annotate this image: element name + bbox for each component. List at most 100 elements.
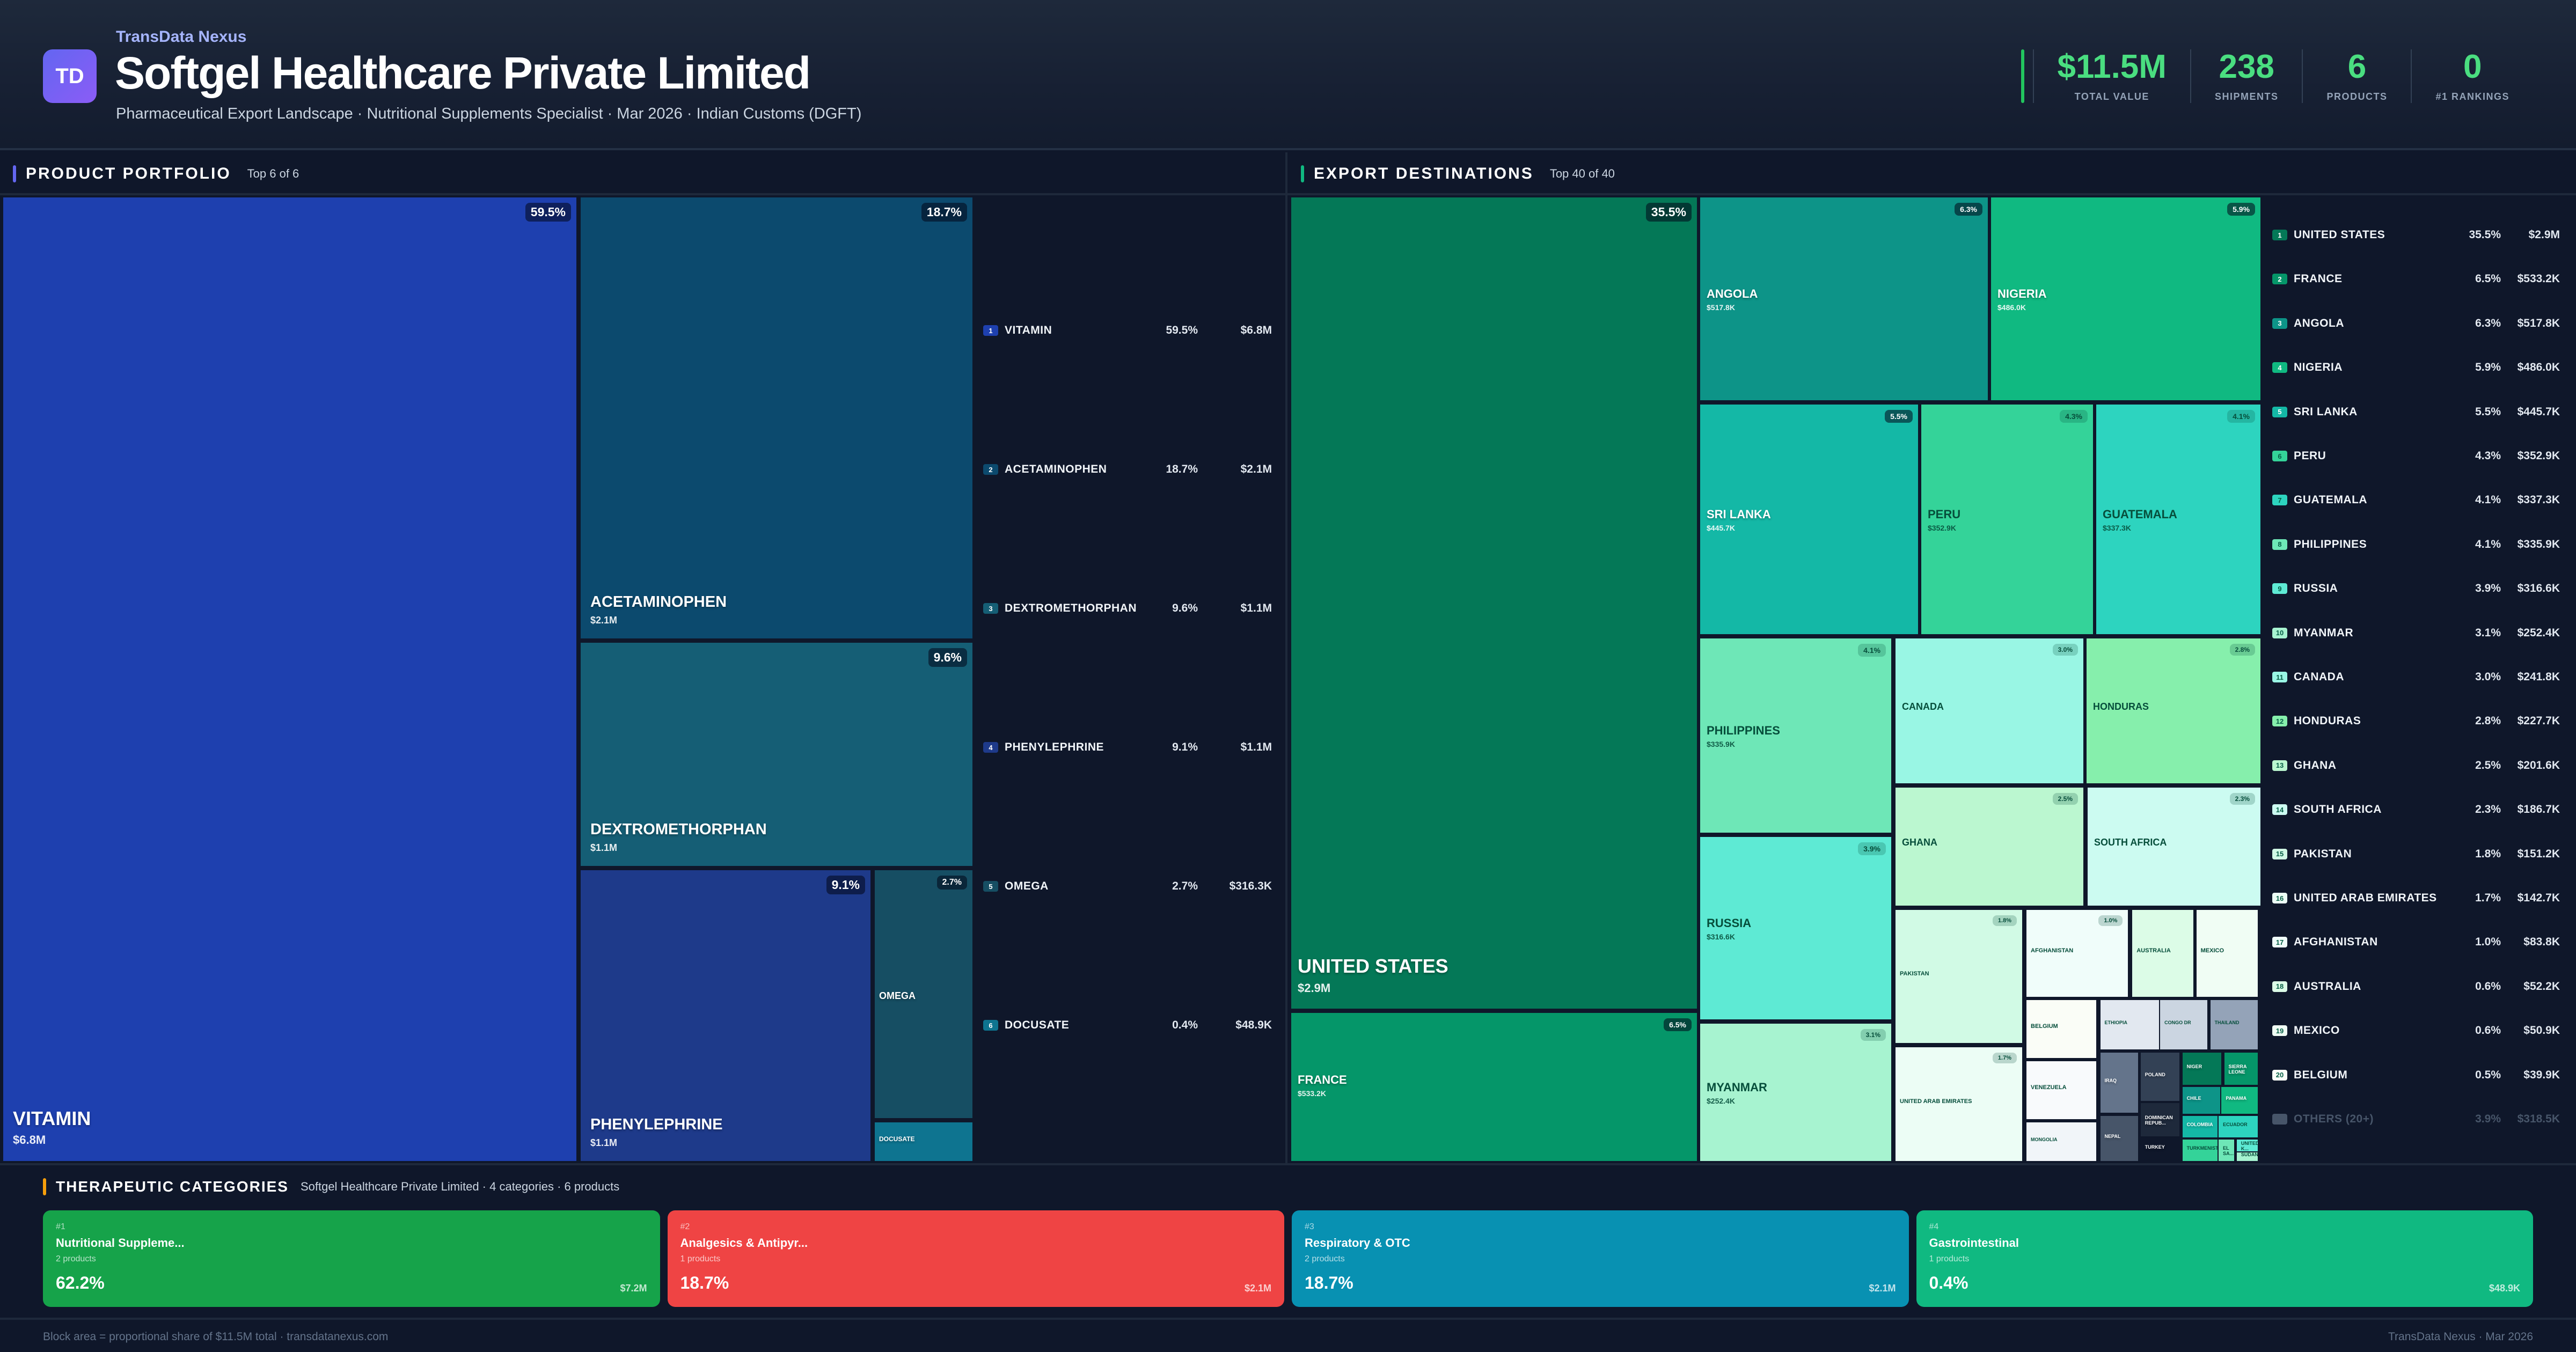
legend-row[interactable]: 3 DEXTROMETHORPHAN 9.6% $1.1M [983, 598, 1272, 619]
legend-row[interactable]: 4 NIGERIA 5.9% $486.0K [2272, 357, 2560, 378]
legend-row[interactable]: 16 UNITED ARAB EMIRATES 1.7% $142.7K [2272, 887, 2560, 909]
treemap-tile-dominican-repub[interactable]: DOMINICAN REPUB... [2140, 1103, 2180, 1136]
category-name: Gastrointestinal [1929, 1236, 2019, 1250]
legend-row[interactable]: 1 UNITED STATES 35.5% $2.9M [2272, 224, 2560, 246]
treemap-tile-niger[interactable]: NIGER [2182, 1053, 2222, 1085]
legend-row[interactable]: 19 MEXICO 0.6% $50.9K [2272, 1020, 2560, 1041]
legend-row[interactable]: 15 PAKISTAN 1.8% $151.2K [2272, 843, 2560, 865]
treemap-tile-nepal[interactable]: NEPAL [2100, 1116, 2138, 1161]
treemap-tile-myanmar[interactable]: MYANMAR $252.4K 3.1% [1700, 1024, 1891, 1161]
section-accent-bar [1301, 165, 1304, 182]
treemap-tile-australia[interactable]: AUSTRALIA [2132, 910, 2194, 997]
treemap-tile-ghana[interactable]: GHANA 2.5% [1896, 788, 2083, 906]
legend-row[interactable]: 7 GUATEMALA 4.1% $337.3K [2272, 489, 2560, 511]
legend-row[interactable]: 6 DOCUSATE 0.4% $48.9K [983, 1015, 1272, 1036]
treemap-tile-sudan[interactable]: SUDAN [2236, 1152, 2258, 1161]
legend-row[interactable]: 20 BELGIUM 0.5% $39.9K [2272, 1064, 2560, 1086]
legend-row[interactable]: 5 SRI LANKA 5.5% $445.7K [2272, 401, 2560, 423]
treemap-tile-docusate[interactable]: DOCUSATE [875, 1122, 972, 1161]
treemap-tile-south-africa[interactable]: SOUTH AFRICA 2.3% [2088, 788, 2260, 906]
treemap-tile-nigeria[interactable]: NIGERIA $486.0K 5.9% [1991, 197, 2260, 400]
treemap-tile-guatemala[interactable]: GUATEMALA $337.3K 4.1% [2096, 405, 2260, 634]
legend-row[interactable]: 2 FRANCE 6.5% $533.2K [2272, 268, 2560, 290]
legend-row[interactable]: 3 ANGOLA 6.3% $517.8K [2272, 313, 2560, 334]
treemap-tile-honduras[interactable]: HONDURAS 2.8% [2087, 638, 2260, 783]
treemap-tile-phenylephrine[interactable]: PHENYLEPHRINE $1.1M 9.1% [581, 870, 870, 1161]
legend-row[interactable]: 18 AUSTRALIA 0.6% $52.2K [2272, 976, 2560, 997]
treemap-tile-dextromethorphan[interactable]: DEXTROMETHORPHAN $1.1M 9.6% [581, 643, 972, 866]
treemap-tile-vitamin[interactable]: VITAMIN $6.8M 59.5% [3, 197, 576, 1161]
legend-row[interactable]: 1 VITAMIN 59.5% $6.8M [983, 320, 1272, 341]
tile-label: OMEGA [879, 990, 916, 1001]
treemap-tile-united-k[interactable]: UNITED K... [2236, 1140, 2258, 1151]
tile-label: HONDURAS [2093, 701, 2149, 712]
treemap-tile-chile[interactable]: CHILE [2182, 1087, 2220, 1114]
kpi-rankings: 0 #1 RANKINGS [2411, 49, 2533, 103]
treemap-tile-peru[interactable]: PERU $352.9K 4.3% [1921, 405, 2093, 634]
treemap-tile-sierra-leone[interactable]: SIERRA LEONE [2224, 1053, 2258, 1085]
rank-badge: 18 [2272, 981, 2287, 992]
legend-row[interactable]: 10 MYANMAR 3.1% $252.4K [2272, 622, 2560, 644]
legend-row[interactable]: 12 HONDURAS 2.8% $227.7K [2272, 710, 2560, 732]
category-card[interactable]: #1 Nutritional Suppleme... 2 products 62… [43, 1210, 660, 1307]
rank-badge: 15 [2272, 848, 2287, 859]
legend-value: $1.1M [1240, 602, 1272, 614]
treemap-tile-colombia[interactable]: COLOMBIA [2182, 1116, 2218, 1137]
section-title: EXPORT DESTINATIONS [1314, 165, 1534, 182]
legend-row[interactable]: 2 ACETAMINOPHEN 18.7% $2.1M [983, 459, 1272, 480]
legend-row[interactable]: 6 PERU 4.3% $352.9K [2272, 445, 2560, 467]
treemap-tile-poland[interactable]: POLAND [2140, 1053, 2180, 1101]
tile-share-badge: 1.0% [2098, 915, 2123, 926]
treemap-tile-turkey[interactable]: TURKEY [2140, 1137, 2180, 1161]
treemap-tile-canada[interactable]: CANADA 3.0% [1896, 638, 2083, 783]
legend-row[interactable]: 9 RUSSIA 3.9% $316.6K [2272, 578, 2560, 599]
tile-value: $337.3K [2103, 523, 2131, 532]
treemap-tile-omega[interactable]: OMEGA 2.7% [875, 870, 972, 1118]
category-card[interactable]: #2 Analgesics & Antipyr... 1 products 18… [667, 1210, 1284, 1307]
legend-row-others[interactable]: OTHERS (20+) 3.9% $318.5K [2272, 1108, 2560, 1130]
legend-value: $52.2K [2523, 980, 2560, 993]
treemap-tile-el-sa[interactable]: EL SA... [2219, 1140, 2234, 1161]
treemap-tile-angola[interactable]: ANGOLA $517.8K 6.3% [1700, 197, 1988, 400]
legend-row[interactable]: 5 OMEGA 2.7% $316.3K [983, 876, 1272, 897]
treemap-tile-mexico[interactable]: MEXICO [2196, 910, 2258, 997]
category-card[interactable]: #4 Gastrointestinal 1 products 0.4% $48.… [1916, 1210, 2533, 1307]
treemap-tile-france[interactable]: FRANCE $533.2K 6.5% [1291, 1013, 1697, 1161]
legend-row[interactable]: 4 PHENYLEPHRINE 9.1% $1.1M [983, 737, 1272, 758]
rank-badge: 2 [983, 464, 998, 475]
treemap-tile-panama[interactable]: PANAMA [2221, 1087, 2258, 1114]
legend-row[interactable]: 8 PHILIPPINES 4.1% $335.9K [2272, 534, 2560, 555]
legend-share: 6.3% [2475, 317, 2501, 329]
tile-label: FRANCE [1298, 1073, 1347, 1086]
treemap-tile-turkmenist[interactable]: TURKMENIST [2182, 1140, 2218, 1161]
legend-row[interactable]: 13 GHANA 2.5% $201.6K [2272, 755, 2560, 776]
treemap-tile-philippines[interactable]: PHILIPPINES $335.9K 4.1% [1700, 638, 1891, 833]
treemap-tile-russia[interactable]: RUSSIA $316.6K 3.9% [1700, 837, 1891, 1019]
treemap-tile-congo-dr[interactable]: CONGO DR [2160, 1000, 2208, 1049]
treemap-tile-iraq[interactable]: IRAQ [2100, 1053, 2138, 1113]
treemap-tile-mongolia[interactable]: MONGOLIA [2026, 1122, 2096, 1161]
treemap-tile-acetaminophen[interactable]: ACETAMINOPHEN $2.1M 18.7% [581, 197, 972, 638]
legend-label: OMEGA [1005, 880, 1049, 892]
legend-share: 4.3% [2475, 450, 2501, 462]
treemap-tile-sri-lanka[interactable]: SRI LANKA $445.7K 5.5% [1700, 405, 1918, 634]
legend-row[interactable]: 11 CANADA 3.0% $241.8K [2272, 666, 2560, 688]
treemap-tile-venezuela[interactable]: VENEZUELA [2026, 1061, 2096, 1119]
category-card[interactable]: #3 Respiratory & OTC 2 products 18.7% $2… [1292, 1210, 1909, 1307]
treemap-tile-ethiopia[interactable]: ETHIOPIA [2100, 1000, 2159, 1049]
treemap-tile-united-states[interactable]: UNITED STATES $2.9M 35.5% [1291, 197, 1697, 1009]
category-count: 2 products [1305, 1254, 1345, 1263]
treemap-tile-ecuador[interactable]: ECUADOR [2219, 1116, 2258, 1137]
legend-label: MYANMAR [2294, 626, 2354, 639]
treemap-tile-afghanistan[interactable]: AFGHANISTAN 1.0% [2026, 910, 2128, 997]
treemap-tile-united-arab-emirates[interactable]: UNITED ARAB EMIRATES 1.7% [1896, 1047, 2022, 1161]
category-share: 62.2% [56, 1273, 105, 1292]
tile-label: TURKEY [2145, 1144, 2165, 1150]
legend-row[interactable]: 17 AFGHANISTAN 1.0% $83.8K [2272, 931, 2560, 953]
rank-badge: 6 [2272, 451, 2287, 461]
legend-row[interactable]: 14 SOUTH AFRICA 2.3% $186.7K [2272, 799, 2560, 820]
treemap-tile-belgium[interactable]: BELGIUM [2026, 1000, 2096, 1058]
export-destinations-header: EXPORT DESTINATIONS Top 40 of 40 [1301, 152, 1615, 195]
treemap-tile-pakistan[interactable]: PAKISTAN 1.8% [1896, 910, 2022, 1043]
treemap-tile-thailand[interactable]: THAILAND [2210, 1000, 2258, 1049]
